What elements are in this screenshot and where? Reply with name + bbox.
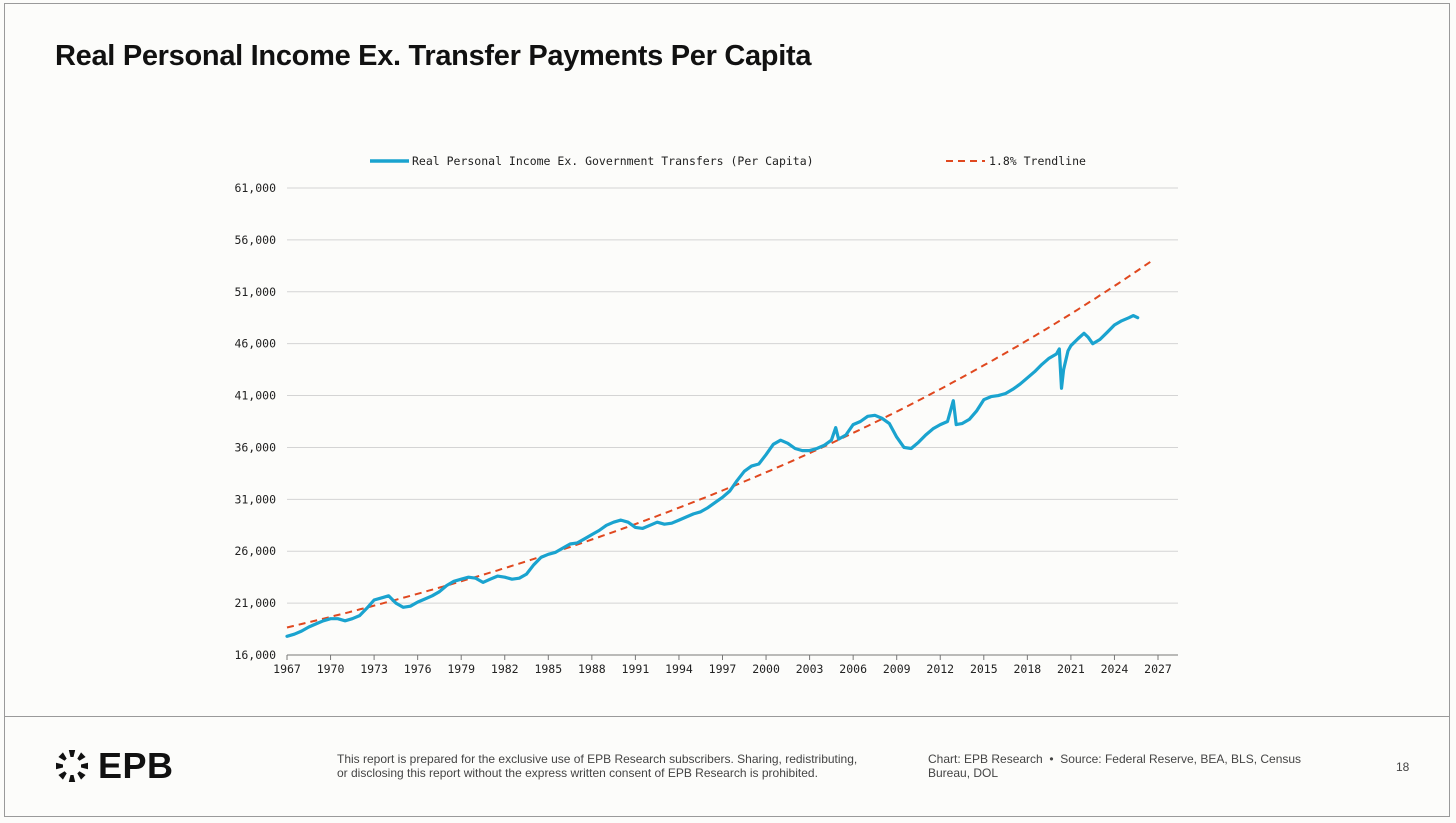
source-note: Chart: EPB Research • Source: Federal Re… bbox=[928, 752, 1328, 780]
y-tick-label: 16,000 bbox=[234, 648, 276, 662]
disclaimer: This report is prepared for the exclusiv… bbox=[337, 752, 897, 780]
slide-frame bbox=[4, 3, 1450, 817]
bullet-separator: • bbox=[1046, 752, 1057, 766]
y-tick-label: 21,000 bbox=[234, 596, 276, 610]
page-title: Real Personal Income Ex. Transfer Paymen… bbox=[55, 40, 812, 72]
disclaimer-line-1: This report is prepared for the exclusiv… bbox=[337, 752, 858, 766]
x-tick-label: 1991 bbox=[622, 662, 650, 676]
chart-credit: Chart: EPB Research bbox=[928, 752, 1043, 766]
y-tick-label: 51,000 bbox=[234, 285, 276, 299]
trendline-series bbox=[286, 258, 1155, 629]
x-tick-label: 2021 bbox=[1057, 662, 1085, 676]
x-tick-label: 1967 bbox=[273, 662, 301, 676]
y-tick-label: 31,000 bbox=[234, 492, 276, 506]
income-series bbox=[285, 314, 1140, 638]
y-tick-label: 46,000 bbox=[234, 337, 276, 351]
x-tick-label: 1994 bbox=[665, 662, 693, 676]
x-tick-label: 2000 bbox=[752, 662, 780, 676]
footer-divider bbox=[4, 716, 1450, 717]
y-tick-label: 41,000 bbox=[234, 389, 276, 403]
series-lines bbox=[285, 258, 1155, 638]
epb-logo: EPB bbox=[54, 748, 174, 784]
logo-star-wedge bbox=[68, 750, 76, 757]
x-tick-label: 2003 bbox=[796, 662, 824, 676]
chart-legend: Real Personal Income Ex. Government Tran… bbox=[370, 154, 1086, 168]
x-tick-label: 2018 bbox=[1013, 662, 1041, 676]
x-tick-label: 1985 bbox=[534, 662, 562, 676]
legend-label-income: Real Personal Income Ex. Government Tran… bbox=[412, 154, 814, 168]
x-tick-label: 2012 bbox=[926, 662, 954, 676]
logo-star-wedge bbox=[77, 771, 86, 780]
y-tick-label: 61,000 bbox=[234, 181, 276, 195]
logo-star-wedge bbox=[81, 762, 88, 770]
x-tick-label: 1982 bbox=[491, 662, 519, 676]
grid-lines bbox=[287, 187, 1178, 656]
x-tick-label: 2027 bbox=[1144, 662, 1172, 676]
legend-label-trendline: 1.8% Trendline bbox=[989, 154, 1086, 168]
x-tick-label: 1973 bbox=[360, 662, 388, 676]
x-tick-label: 1988 bbox=[578, 662, 606, 676]
logo-star-wedge bbox=[68, 775, 76, 782]
x-tick-label: 2024 bbox=[1101, 662, 1129, 676]
x-tick-label: 2009 bbox=[883, 662, 911, 676]
x-tick-label: 1979 bbox=[447, 662, 475, 676]
line-chart: 16,000 21,000 26,000 31,000 36,000 41,000 46,0… bbox=[234, 154, 1178, 676]
logo-star-wedge bbox=[56, 762, 63, 770]
disclaimer-line-2: or disclosing this report without the ex… bbox=[337, 766, 818, 780]
y-tick-label: 36,000 bbox=[234, 440, 276, 454]
y-tick-label: 56,000 bbox=[234, 233, 276, 247]
logo-text: EPB bbox=[98, 745, 174, 786]
x-tick-label: 1970 bbox=[317, 662, 345, 676]
source-line-1: Source: Federal Reserve, BEA, BLS, Censu… bbox=[1060, 752, 1302, 766]
axes: 16,000 21,000 26,000 31,000 36,000 41,000 46,0… bbox=[234, 181, 1171, 676]
x-tick-label: 1976 bbox=[404, 662, 432, 676]
page-number: 18 bbox=[1396, 760, 1410, 774]
logo-star-wedge bbox=[58, 752, 67, 761]
y-tick-label: 26,000 bbox=[234, 544, 276, 558]
x-tick-label: 2015 bbox=[970, 662, 998, 676]
logo-star-wedge bbox=[58, 771, 67, 780]
x-tick-label: 2006 bbox=[839, 662, 867, 676]
x-tick-label: 1997 bbox=[709, 662, 737, 676]
epb-star-icon bbox=[56, 750, 88, 782]
source-line-2: Bureau, DOL bbox=[928, 766, 999, 780]
logo-star-wedge bbox=[77, 752, 86, 761]
